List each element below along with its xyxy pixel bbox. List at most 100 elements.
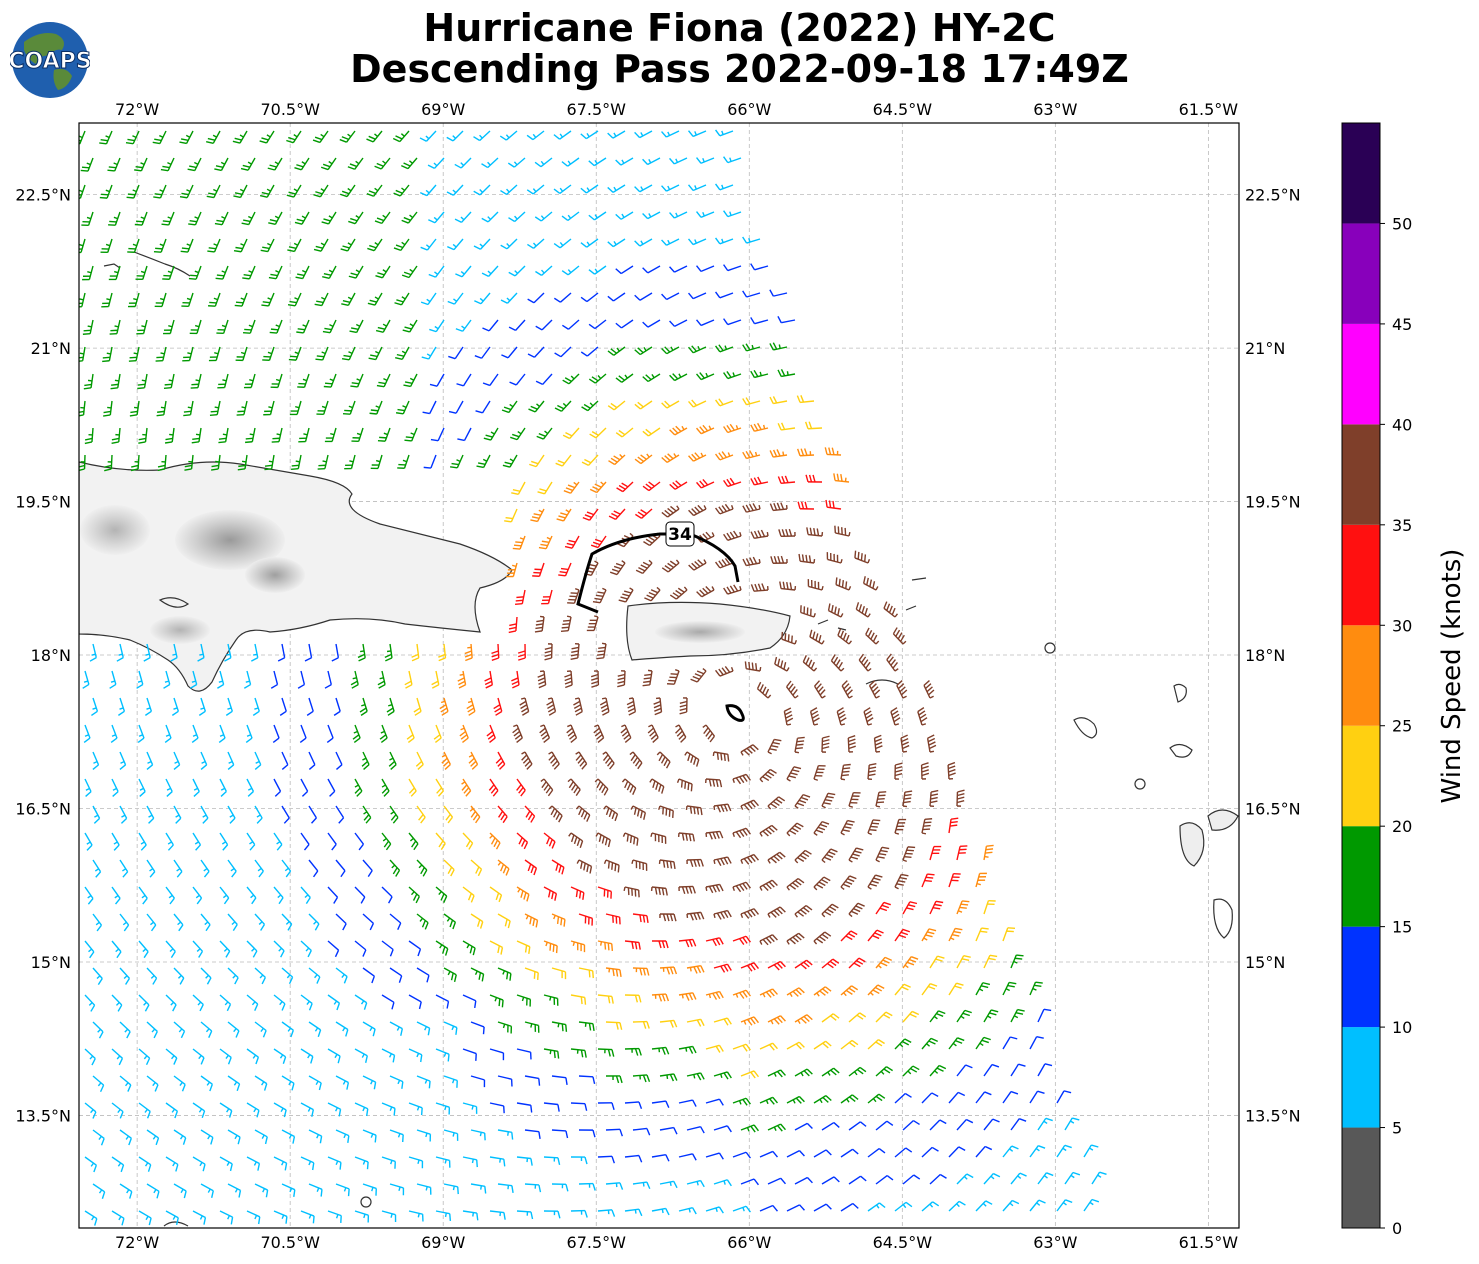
wind-barb — [190, 670, 198, 689]
wind-barb — [416, 1075, 431, 1089]
wind-barb — [632, 1127, 651, 1136]
wind-barb — [786, 680, 799, 699]
wind-barb — [267, 157, 283, 171]
wind-barb — [902, 1065, 920, 1077]
wind-barb — [137, 724, 145, 744]
wind-barb — [422, 400, 437, 415]
wind-barb — [208, 346, 221, 362]
wind-barb — [1002, 1145, 1019, 1158]
wind-barb — [678, 1045, 697, 1054]
wind-barb — [300, 994, 313, 1011]
wind-barb — [564, 535, 580, 549]
wind-barb — [669, 373, 688, 382]
wind-barb — [227, 967, 239, 985]
wind-barb — [416, 1021, 431, 1036]
wind-barb — [386, 697, 395, 716]
wind-barb — [206, 130, 221, 144]
wind-barb — [438, 643, 447, 662]
wind-barb — [1010, 1118, 1027, 1131]
wind-barb — [500, 184, 518, 196]
wind-barb — [661, 130, 680, 138]
wind-barb — [1037, 1008, 1052, 1023]
wind-barb — [389, 967, 403, 983]
wind-barb — [837, 628, 853, 645]
wind-barb — [281, 1021, 295, 1038]
wind-barb — [840, 875, 857, 891]
wind-barb — [534, 157, 553, 168]
wind-barb — [507, 157, 526, 168]
wind-barb — [740, 1178, 760, 1186]
wind-barb — [651, 940, 669, 949]
wind-barb — [732, 881, 751, 893]
wind-barb — [947, 761, 956, 780]
wind-barb — [742, 503, 761, 513]
wind-barb — [227, 1021, 240, 1038]
wind-barb — [367, 292, 383, 306]
wind-barb — [488, 778, 499, 797]
wind-barb — [813, 1203, 832, 1212]
islet-f — [1134, 778, 1146, 790]
wind-barb — [101, 292, 113, 308]
wind-barb — [634, 184, 653, 193]
wind-barb — [543, 1210, 561, 1219]
wind-barb — [551, 913, 566, 927]
wind-barb — [466, 697, 476, 716]
wind-barb — [137, 373, 148, 390]
wind-barb — [246, 778, 255, 797]
wind-barb — [867, 984, 885, 996]
wind-barb — [111, 832, 120, 851]
wind-barb — [578, 1075, 596, 1085]
wind-barb — [566, 724, 578, 744]
wind-barb — [797, 501, 815, 510]
wind-barb — [555, 454, 572, 467]
wind-barb — [366, 184, 383, 197]
wind-barb — [715, 344, 734, 353]
wind-barb — [821, 903, 839, 918]
wind-barb — [379, 724, 388, 744]
wind-barb — [84, 427, 94, 445]
wind-barb — [848, 1175, 867, 1185]
wind-barb — [618, 587, 634, 603]
wind-barb — [642, 669, 653, 687]
wind-barb — [581, 400, 599, 412]
wind-barb — [848, 1121, 867, 1131]
wind-barb — [875, 1066, 893, 1077]
wind-barb — [848, 791, 861, 808]
wind-barb — [281, 1183, 296, 1197]
wind-barb — [165, 1102, 179, 1119]
wind-barb — [401, 157, 418, 170]
wind-barb — [592, 587, 607, 604]
wind-barb — [389, 1183, 405, 1196]
wind-barb — [630, 805, 647, 820]
wind-barb — [642, 265, 661, 274]
wind-barb — [779, 581, 797, 591]
lon-label-top: 64.5°W — [873, 100, 933, 119]
wind-barb — [597, 886, 612, 899]
wind-barb — [354, 832, 365, 851]
wind-barb — [712, 751, 730, 762]
wind-barb — [783, 707, 794, 726]
colorbar-tick-label: 15 — [1392, 918, 1412, 937]
wind-barb — [921, 1146, 939, 1158]
wind-barb — [435, 1156, 451, 1168]
wind-barb — [632, 913, 649, 924]
wind-barb — [642, 319, 661, 328]
wind-barb — [687, 292, 707, 300]
wind-barb — [92, 913, 103, 932]
wind-barb — [678, 1207, 697, 1215]
wind-barb — [1083, 1198, 1100, 1212]
wind-barb — [192, 1210, 207, 1225]
wind-barb — [233, 184, 248, 199]
wind-barb — [713, 1179, 732, 1187]
wind-barb — [411, 643, 420, 662]
wind-barb — [607, 238, 626, 248]
wind-barb — [273, 1156, 288, 1171]
wind-barb — [435, 940, 449, 956]
wind-barb — [948, 982, 964, 996]
wind-barb — [867, 1148, 886, 1158]
wind-barb — [767, 738, 782, 755]
wind-barb — [335, 1075, 350, 1090]
wind-barb — [580, 184, 599, 194]
lon-label-top: 61.5°W — [1179, 100, 1239, 119]
wind-barb — [384, 643, 393, 662]
